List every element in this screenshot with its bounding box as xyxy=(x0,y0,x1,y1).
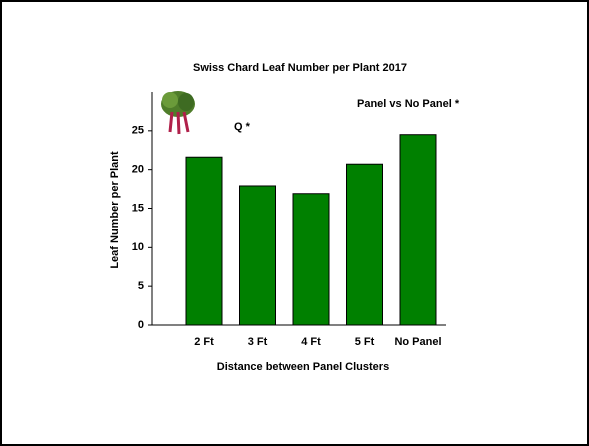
x-tick-label: 2 Ft xyxy=(194,336,214,348)
x-tick-label: 4 Ft xyxy=(301,336,321,348)
y-axis-label: Leaf Number per Plant xyxy=(109,151,121,269)
y-tick-label: 25 xyxy=(132,125,144,137)
x-tick-label: 3 Ft xyxy=(248,336,268,348)
x-tick-label: No Panel xyxy=(394,336,441,348)
bar xyxy=(293,194,329,325)
annotation: Panel vs No Panel * xyxy=(357,98,460,110)
y-tick-label: 0 xyxy=(138,319,144,331)
x-axis-label: Distance between Panel Clusters xyxy=(217,361,389,373)
slide: Swiss Chard Leaf Number per Plant 2017 D… xyxy=(0,0,589,446)
bar xyxy=(186,157,222,325)
y-tick-label: 10 xyxy=(132,241,144,253)
annotation: Q * xyxy=(234,121,251,133)
bar xyxy=(347,164,383,325)
y-tick-label: 5 xyxy=(138,280,144,292)
x-tick-label: 5 Ft xyxy=(355,336,375,348)
y-tick-label: 15 xyxy=(132,202,144,214)
y-tick-label: 20 xyxy=(132,164,144,176)
bar xyxy=(240,186,276,325)
bar xyxy=(400,135,436,325)
chart-title: Swiss Chard Leaf Number per Plant 2017 xyxy=(193,62,407,74)
